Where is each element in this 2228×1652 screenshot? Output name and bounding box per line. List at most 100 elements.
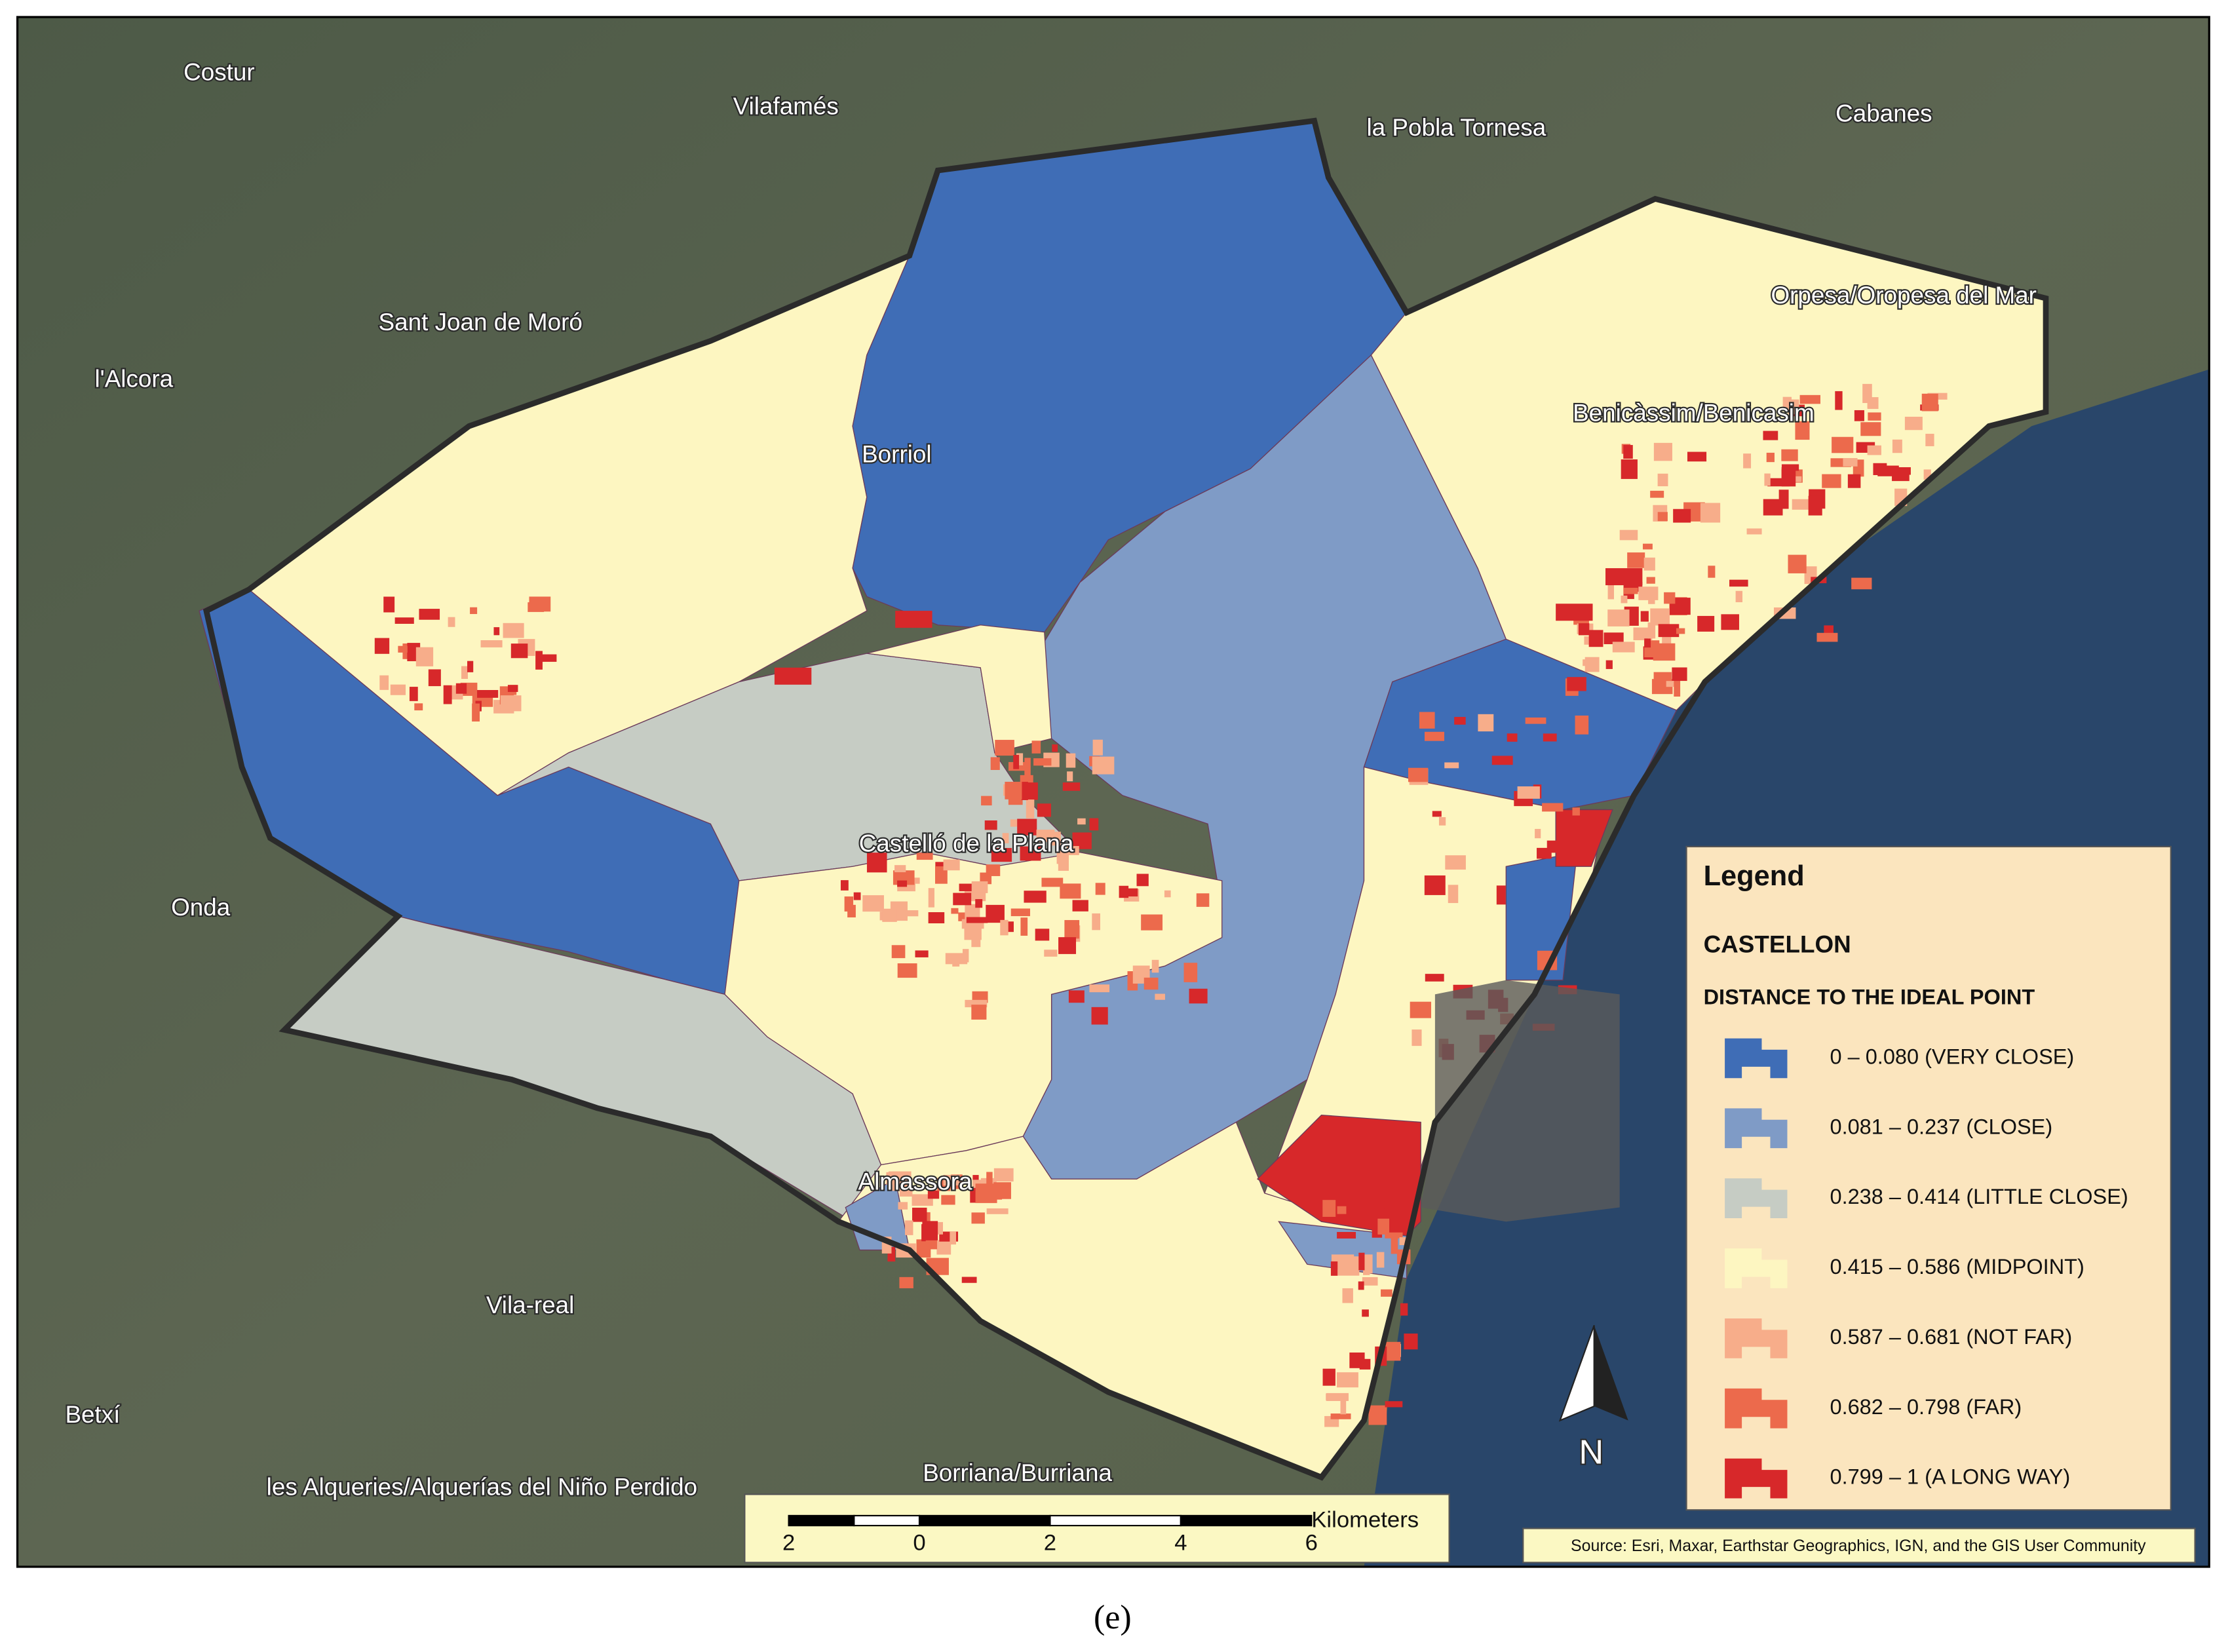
urban-patch — [866, 853, 887, 873]
urban-patch — [928, 888, 934, 908]
urban-patch — [1578, 623, 1590, 636]
urban-patch — [959, 883, 975, 892]
urban-patch — [1036, 830, 1055, 842]
urban-patch — [470, 607, 478, 615]
urban-patch — [1763, 499, 1783, 516]
place-label: Cabanes — [1835, 100, 1932, 126]
urban-patch — [1721, 614, 1739, 630]
urban-patch — [1404, 1334, 1418, 1350]
urban-patch — [1410, 1001, 1431, 1018]
scale-segment — [1049, 1514, 1181, 1527]
urban-patch — [1424, 731, 1445, 741]
scale-label: 6 — [1305, 1530, 1318, 1555]
urban-patch — [774, 667, 812, 685]
urban-patch — [965, 999, 988, 1008]
urban-patch — [1026, 799, 1035, 818]
urban-patch — [1478, 714, 1494, 732]
urban-patch — [467, 661, 474, 672]
urban-patch — [1676, 628, 1685, 634]
urban-patch — [1640, 611, 1649, 622]
urban-patch — [1095, 883, 1105, 895]
urban-patch — [990, 757, 1000, 770]
urban-patch — [1010, 908, 1030, 917]
scale-segment — [788, 1514, 855, 1527]
urban-patch — [394, 617, 414, 624]
urban-patch — [899, 1277, 913, 1288]
urban-patch — [1358, 1281, 1364, 1290]
urban-patch — [953, 893, 972, 906]
urban-patch — [1824, 625, 1834, 636]
urban-patch — [1621, 595, 1628, 604]
urban-patch — [1672, 667, 1687, 682]
scale-label: 4 — [1174, 1530, 1187, 1555]
urban-patch — [1766, 452, 1775, 463]
place-label: Costur — [183, 58, 255, 85]
urban-patch — [886, 1172, 909, 1185]
urban-patch — [1657, 512, 1668, 522]
urban-patch — [1033, 758, 1052, 766]
urban-patch — [1052, 744, 1058, 752]
urban-patch — [1155, 993, 1165, 1000]
urban-patch — [928, 912, 945, 924]
urban-patch — [1658, 624, 1680, 638]
legend-swatch — [1725, 1248, 1788, 1288]
scale-segment — [918, 1514, 1051, 1527]
urban-patch — [1072, 900, 1088, 912]
urban-patch — [1002, 833, 1009, 843]
urban-patch — [1412, 1029, 1422, 1047]
urban-patch — [922, 1221, 938, 1240]
urban-patch — [537, 654, 557, 662]
urban-patch — [1535, 828, 1541, 839]
urban-patch — [1337, 1256, 1360, 1276]
legend-label: 0.587 – 0.681 (NOT FAR) — [1830, 1325, 2073, 1349]
urban-patch — [1183, 963, 1198, 982]
urban-patch — [510, 644, 528, 659]
urban-patch — [943, 1174, 961, 1186]
urban-patch — [1666, 681, 1675, 687]
urban-patch — [500, 695, 522, 712]
urban-patch — [882, 908, 897, 922]
urban-patch — [1448, 885, 1459, 904]
urban-patch — [1799, 394, 1820, 404]
urban-patch — [1816, 632, 1838, 642]
urban-patch — [477, 689, 499, 698]
place-label: l'Alcora — [94, 366, 173, 393]
urban-patch — [1016, 753, 1024, 765]
caption: (e) — [1094, 1599, 1132, 1636]
urban-patch — [1847, 474, 1861, 488]
urban-patch — [1384, 1201, 1401, 1209]
urban-patch — [1092, 739, 1103, 756]
urban-patch — [1060, 883, 1081, 899]
scale-label: 2 — [782, 1530, 795, 1555]
urban-patch — [1537, 847, 1552, 859]
urban-patch — [1419, 712, 1435, 729]
urban-patch — [1923, 469, 1931, 480]
urban-patch — [941, 1195, 955, 1205]
urban-patch — [1062, 782, 1081, 791]
legend-label: 0.682 – 0.798 (FAR) — [1830, 1395, 2022, 1419]
urban-patch — [1005, 782, 1022, 799]
urban-patch — [891, 945, 906, 959]
urban-patch — [1588, 630, 1604, 647]
urban-patch — [907, 910, 919, 917]
urban-patch — [1024, 891, 1047, 903]
legend-heading: DISTANCE TO THE IDEAL POINT — [1704, 985, 2035, 1008]
legend-swatch — [1725, 1388, 1788, 1429]
urban-patch — [1064, 920, 1080, 939]
urban-patch — [1868, 412, 1881, 421]
urban-patch — [461, 666, 468, 679]
urban-patch — [1362, 1277, 1378, 1286]
urban-patch — [1408, 767, 1429, 782]
urban-patch — [1491, 756, 1513, 765]
place-label: Vila-real — [486, 1292, 574, 1318]
urban-patch — [1808, 495, 1822, 516]
urban-patch — [1687, 451, 1707, 462]
urban-patch — [1432, 811, 1442, 817]
urban-patch — [986, 904, 1005, 923]
urban-patch — [991, 848, 1012, 862]
urban-patch — [428, 669, 441, 687]
urban-patch — [993, 1168, 1014, 1182]
urban-patch — [1743, 453, 1752, 469]
urban-patch — [927, 1190, 940, 1199]
